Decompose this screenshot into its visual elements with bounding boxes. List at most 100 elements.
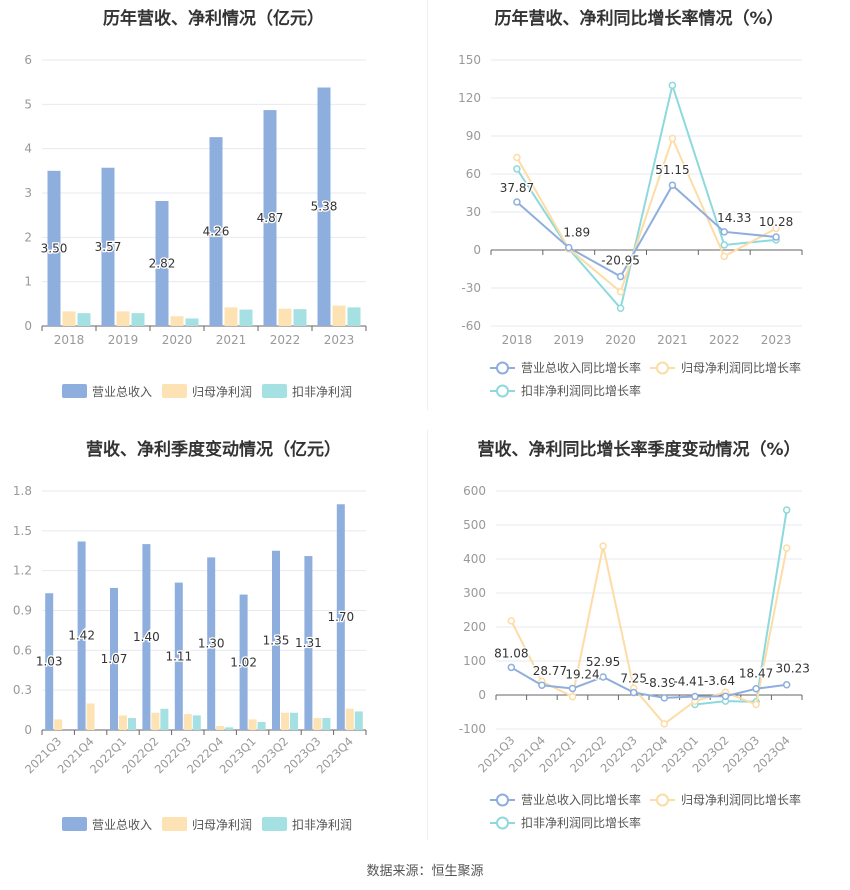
legend-label: 营业总收入 xyxy=(92,385,152,399)
y-tick-label: 500 xyxy=(463,518,486,532)
annual-bar-title: 历年营收、净利情况（亿元） xyxy=(103,9,324,29)
point-value-label: -8.39 xyxy=(645,676,676,690)
bar xyxy=(209,137,223,326)
bar-value-label: 1.07 xyxy=(101,652,128,666)
y-tick-label: 1.8 xyxy=(13,484,32,498)
bar-value-label: 4.26 xyxy=(203,225,230,239)
bar xyxy=(170,316,184,326)
y-tick-label: 0 xyxy=(24,319,32,333)
data-point xyxy=(752,700,760,709)
data-point xyxy=(513,153,521,162)
bar xyxy=(278,308,292,326)
legend-swatch xyxy=(62,817,87,831)
y-tick-label: -100 xyxy=(459,722,486,736)
bar-value-label: 1.03 xyxy=(36,655,63,669)
legend-marker xyxy=(496,793,509,807)
series-line xyxy=(516,81,777,311)
bar xyxy=(119,715,127,730)
data-point xyxy=(668,81,677,90)
bar xyxy=(313,718,322,730)
bar-value-label: 1.30 xyxy=(198,637,225,651)
y-tick-label: 1.5 xyxy=(13,524,32,538)
y-tick-label: 60 xyxy=(466,167,481,181)
data-point xyxy=(507,617,516,625)
bar xyxy=(45,593,54,730)
bar xyxy=(239,309,253,326)
bar xyxy=(77,313,91,326)
data-point xyxy=(691,692,699,701)
bar-value-label: 1.11 xyxy=(165,649,192,663)
bar-value-label: 1.40 xyxy=(133,630,160,644)
series-line xyxy=(694,509,788,706)
data-point xyxy=(616,288,625,296)
point-value-label: 14.33 xyxy=(717,211,751,225)
bar xyxy=(304,556,313,730)
data-point xyxy=(507,663,516,672)
bar xyxy=(131,313,145,326)
data-point xyxy=(668,134,677,143)
legend-label: 扣非净利润同比增长率 xyxy=(521,815,641,830)
legend-swatch xyxy=(162,384,187,398)
x-tick-label: 2018 xyxy=(502,333,533,347)
legend-marker xyxy=(496,361,509,375)
y-tick-label: 0.6 xyxy=(13,643,32,657)
bar xyxy=(263,110,277,326)
legend-swatch xyxy=(162,817,187,831)
x-tick-label: 2022 xyxy=(709,333,740,347)
legend-label: 营业总收入 xyxy=(92,818,152,832)
bar xyxy=(142,544,151,730)
bar xyxy=(192,715,201,730)
x-tick-label: 2021 xyxy=(657,333,688,347)
panel-divider-top xyxy=(427,0,428,410)
data-point xyxy=(660,720,669,728)
y-tick-label: 3 xyxy=(24,186,32,200)
y-tick-label: 0.3 xyxy=(13,683,32,697)
bar xyxy=(47,170,61,326)
bar xyxy=(225,727,234,730)
bar xyxy=(160,708,169,730)
bar xyxy=(257,722,266,730)
bar-value-label: 2.82 xyxy=(149,256,176,270)
bar xyxy=(77,541,86,730)
data-point xyxy=(513,198,521,206)
quarter-bar-chart: 00.30.60.91.21.51.82021Q32021Q42022Q1202… xyxy=(13,484,367,832)
bar xyxy=(281,712,289,730)
data-point xyxy=(616,272,625,281)
data-point xyxy=(782,506,791,514)
bar xyxy=(239,594,248,730)
y-tick-label: 0.9 xyxy=(13,604,32,618)
series-line xyxy=(510,545,788,726)
data-point xyxy=(568,684,577,693)
series-line xyxy=(516,135,777,294)
data-point xyxy=(629,688,638,697)
legend-swatch xyxy=(262,817,287,831)
y-tick-label: 0 xyxy=(478,688,486,702)
point-value-label: -3.64 xyxy=(704,674,735,688)
quarter-line-chart: -10001002003004005006002021Q32021Q42022Q… xyxy=(459,484,811,830)
bar-value-label: 3.50 xyxy=(41,241,68,255)
x-tick-label: 2023 xyxy=(324,333,355,347)
data-point xyxy=(538,681,546,689)
data-point xyxy=(565,243,573,252)
annual-revenue-profit-panel: 历年营收、净利情况（亿元） 0 1 2 3 4 5 6 2018 2019 2020 2021 202… xyxy=(0,0,427,410)
x-tick-label: 2019 xyxy=(108,333,139,347)
legend-label: 归母净利润 xyxy=(192,385,252,399)
data-point xyxy=(721,692,730,700)
annual-bar-chart: 0 1 2 3 4 5 6 2018 2019 2020 2021 2022 2023 3.50 3.57 2… xyxy=(24,53,367,399)
bar xyxy=(110,587,118,730)
data-point xyxy=(772,233,780,241)
bar xyxy=(290,712,298,730)
point-value-label: -4.41 xyxy=(673,674,704,688)
point-value-label: 37.87 xyxy=(500,181,534,195)
point-value-label: 1.89 xyxy=(563,226,590,240)
data-point xyxy=(752,684,760,693)
bar-value-label: 1.35 xyxy=(263,633,290,647)
y-tick-label: 120 xyxy=(458,91,481,105)
legend-swatch xyxy=(62,384,87,398)
y-tick-label: 1 xyxy=(24,275,32,289)
bar xyxy=(332,305,346,326)
bar xyxy=(54,719,63,730)
x-tick-label: 2018 xyxy=(54,333,85,347)
bar xyxy=(347,307,361,326)
x-tick-label: 2023Q4 xyxy=(314,734,356,776)
